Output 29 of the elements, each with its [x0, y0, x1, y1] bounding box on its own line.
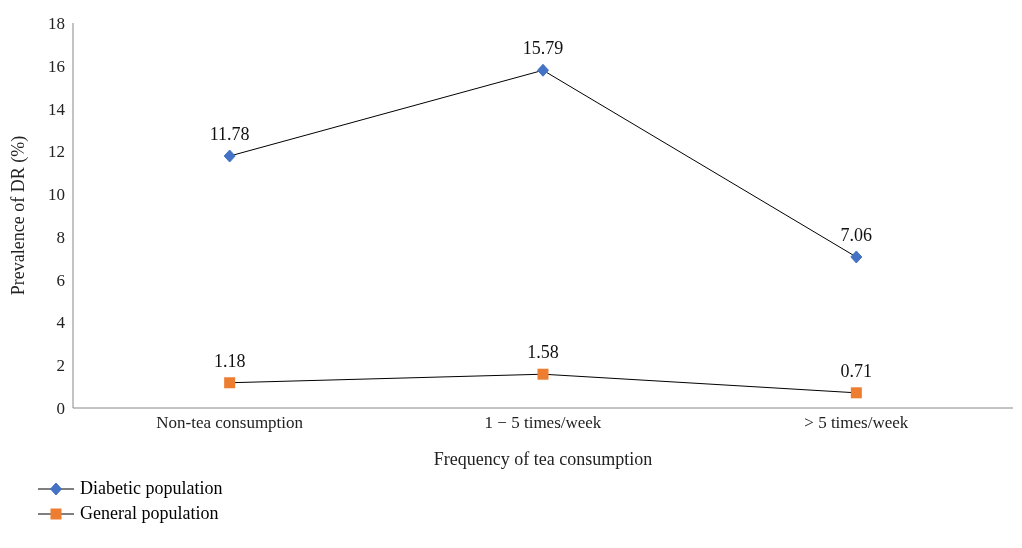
y-tick-label: 18 — [48, 14, 65, 34]
data-label: 7.06 — [840, 224, 873, 245]
point — [223, 149, 236, 163]
y-tick-label: 16 — [48, 56, 65, 76]
y-tick-label: 2 — [56, 356, 65, 376]
x-tick-label: Non-tea consumption — [156, 413, 304, 433]
data-label: 11.78 — [209, 124, 250, 145]
point — [224, 377, 236, 389]
y-tick-label: 4 — [56, 313, 66, 333]
data-label: 15.79 — [522, 38, 564, 59]
y-tick-label: 0 — [56, 399, 65, 419]
y-tick-label: 8 — [56, 227, 65, 247]
y-tick-label: 14 — [48, 99, 66, 119]
point — [850, 250, 863, 264]
x-axis-title: Frequency of tea consumption — [433, 449, 653, 469]
legend-label: General population — [80, 503, 219, 524]
data-label: 0.71 — [840, 360, 873, 381]
y-tick-label: 6 — [56, 270, 65, 290]
y-axis-title: Prevalence of DR (%) — [8, 135, 30, 296]
data-label: 1.58 — [527, 342, 559, 363]
y-tick-label: 10 — [48, 185, 65, 205]
point — [537, 368, 549, 380]
point — [850, 387, 862, 399]
point — [537, 63, 549, 77]
x-tick-label: 1 − 5 times/week — [484, 413, 602, 433]
x-tick-label: > 5 times/week — [804, 413, 909, 433]
y-tick-label: 12 — [48, 142, 65, 162]
legend-label: Diabetic population — [80, 478, 223, 499]
data-label: 1.18 — [213, 350, 246, 371]
